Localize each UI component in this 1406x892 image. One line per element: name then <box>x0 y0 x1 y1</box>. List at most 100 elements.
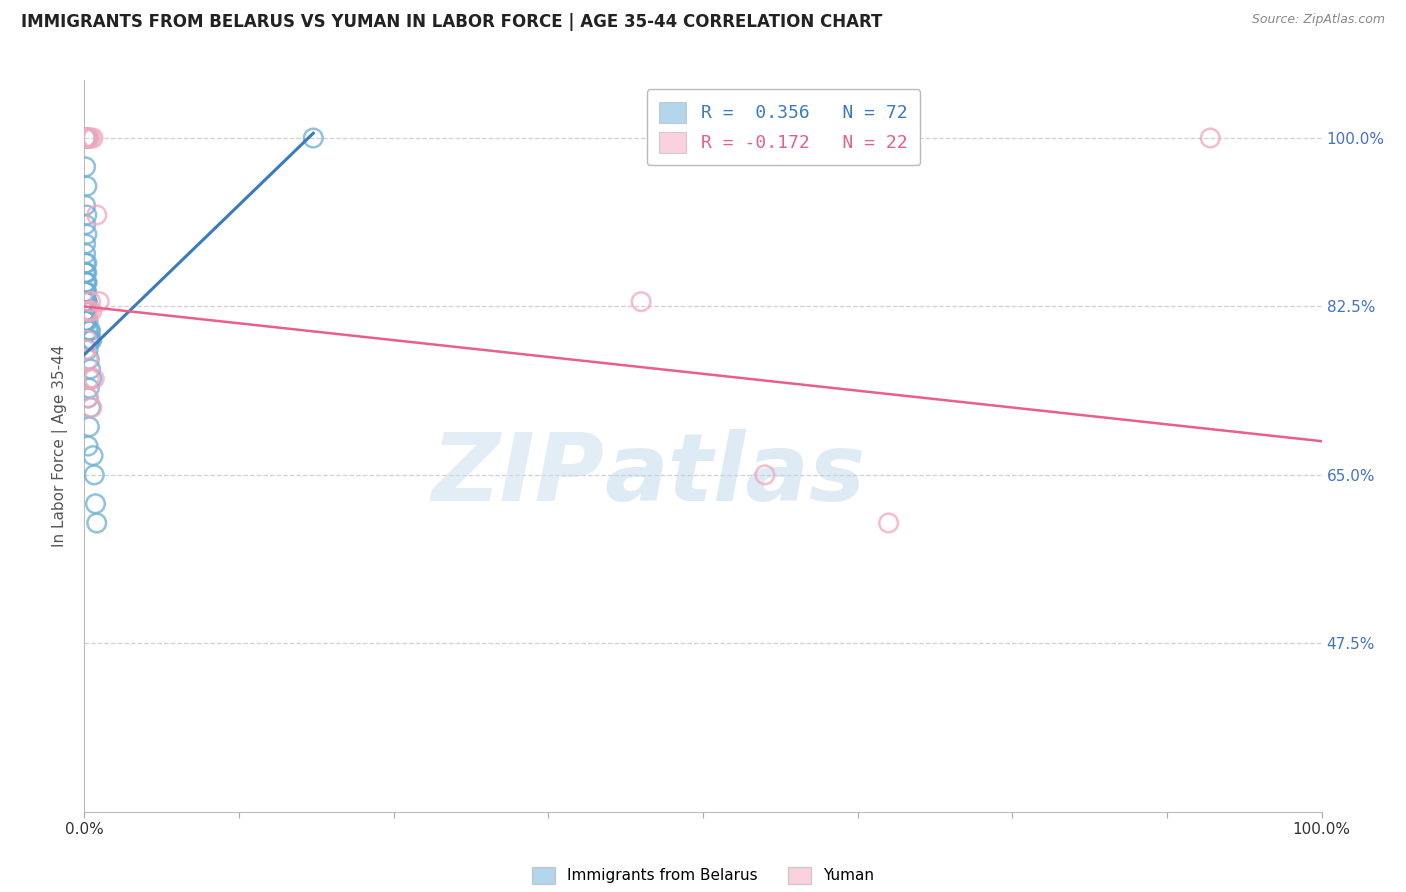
Point <box>79 304 101 318</box>
Point <box>75 304 97 318</box>
Point <box>75 266 97 280</box>
Point <box>75 198 97 212</box>
Point <box>75 218 97 232</box>
Point <box>75 266 97 280</box>
Point <box>75 285 97 299</box>
Point <box>75 294 97 309</box>
Point <box>89 294 111 309</box>
Point <box>75 304 97 318</box>
Point <box>82 131 104 145</box>
Point <box>76 304 98 318</box>
Point <box>75 160 97 174</box>
Point <box>80 333 103 347</box>
Point <box>77 131 100 145</box>
Point <box>77 343 100 357</box>
Point <box>75 294 97 309</box>
Point <box>75 285 97 299</box>
Point <box>302 131 325 145</box>
Point <box>75 304 97 318</box>
Point <box>76 294 98 309</box>
Y-axis label: In Labor Force | Age 35-44: In Labor Force | Age 35-44 <box>52 345 69 547</box>
Point <box>76 294 98 309</box>
Point <box>79 401 101 415</box>
Point <box>75 256 97 270</box>
Point <box>75 294 97 309</box>
Point <box>75 343 97 357</box>
Point <box>75 314 97 328</box>
Text: atlas: atlas <box>605 429 865 521</box>
Point <box>76 208 98 222</box>
Point <box>75 314 97 328</box>
Point <box>1199 131 1222 145</box>
Point <box>80 401 103 415</box>
Point <box>77 324 100 338</box>
Text: ZIP: ZIP <box>432 429 605 521</box>
Point <box>86 516 108 530</box>
Point <box>84 497 107 511</box>
Point <box>77 131 100 145</box>
Point <box>75 131 97 145</box>
Point <box>75 304 97 318</box>
Point <box>75 294 97 309</box>
Text: IMMIGRANTS FROM BELARUS VS YUMAN IN LABOR FORCE | AGE 35-44 CORRELATION CHART: IMMIGRANTS FROM BELARUS VS YUMAN IN LABO… <box>21 13 883 31</box>
Point <box>630 294 652 309</box>
Point <box>75 246 97 260</box>
Point <box>80 371 103 385</box>
Point <box>76 256 98 270</box>
Point <box>75 276 97 290</box>
Point <box>75 304 97 318</box>
Point <box>83 371 105 385</box>
Point <box>75 294 97 309</box>
Point <box>75 304 97 318</box>
Point <box>79 324 101 338</box>
Point <box>75 304 97 318</box>
Point <box>75 131 97 145</box>
Point <box>75 294 97 309</box>
Point <box>75 285 97 299</box>
Point <box>77 439 100 453</box>
Point <box>75 304 97 318</box>
Point <box>76 276 98 290</box>
Point <box>76 294 98 309</box>
Point <box>79 333 101 347</box>
Point <box>75 304 97 318</box>
Point <box>77 391 100 405</box>
Text: Source: ZipAtlas.com: Source: ZipAtlas.com <box>1251 13 1385 27</box>
Point <box>79 381 101 395</box>
Point <box>75 294 97 309</box>
Point <box>82 449 104 463</box>
Point <box>75 314 97 328</box>
Point <box>75 304 97 318</box>
Point <box>75 304 97 318</box>
Point <box>79 131 101 145</box>
Point <box>75 236 97 251</box>
Point <box>76 179 98 194</box>
Point <box>754 467 776 482</box>
Legend: Immigrants from Belarus, Yuman: Immigrants from Belarus, Yuman <box>524 859 882 892</box>
Point <box>76 294 98 309</box>
Point <box>79 362 101 376</box>
Point <box>75 314 97 328</box>
Point <box>76 227 98 242</box>
Point <box>76 266 98 280</box>
Point <box>75 304 97 318</box>
Point <box>83 467 105 482</box>
Point <box>79 333 101 347</box>
Point <box>76 131 98 145</box>
Point <box>77 391 100 405</box>
Point <box>79 371 101 385</box>
Point <box>86 208 108 222</box>
Point <box>77 314 100 328</box>
Point <box>77 352 100 367</box>
Point <box>877 516 900 530</box>
Point <box>79 352 101 367</box>
Point <box>79 419 101 434</box>
Point <box>76 333 98 347</box>
Point <box>80 304 103 318</box>
Point <box>79 324 101 338</box>
Point <box>79 294 101 309</box>
Point <box>76 276 98 290</box>
Point <box>79 333 101 347</box>
Point <box>76 131 98 145</box>
Point <box>76 285 98 299</box>
